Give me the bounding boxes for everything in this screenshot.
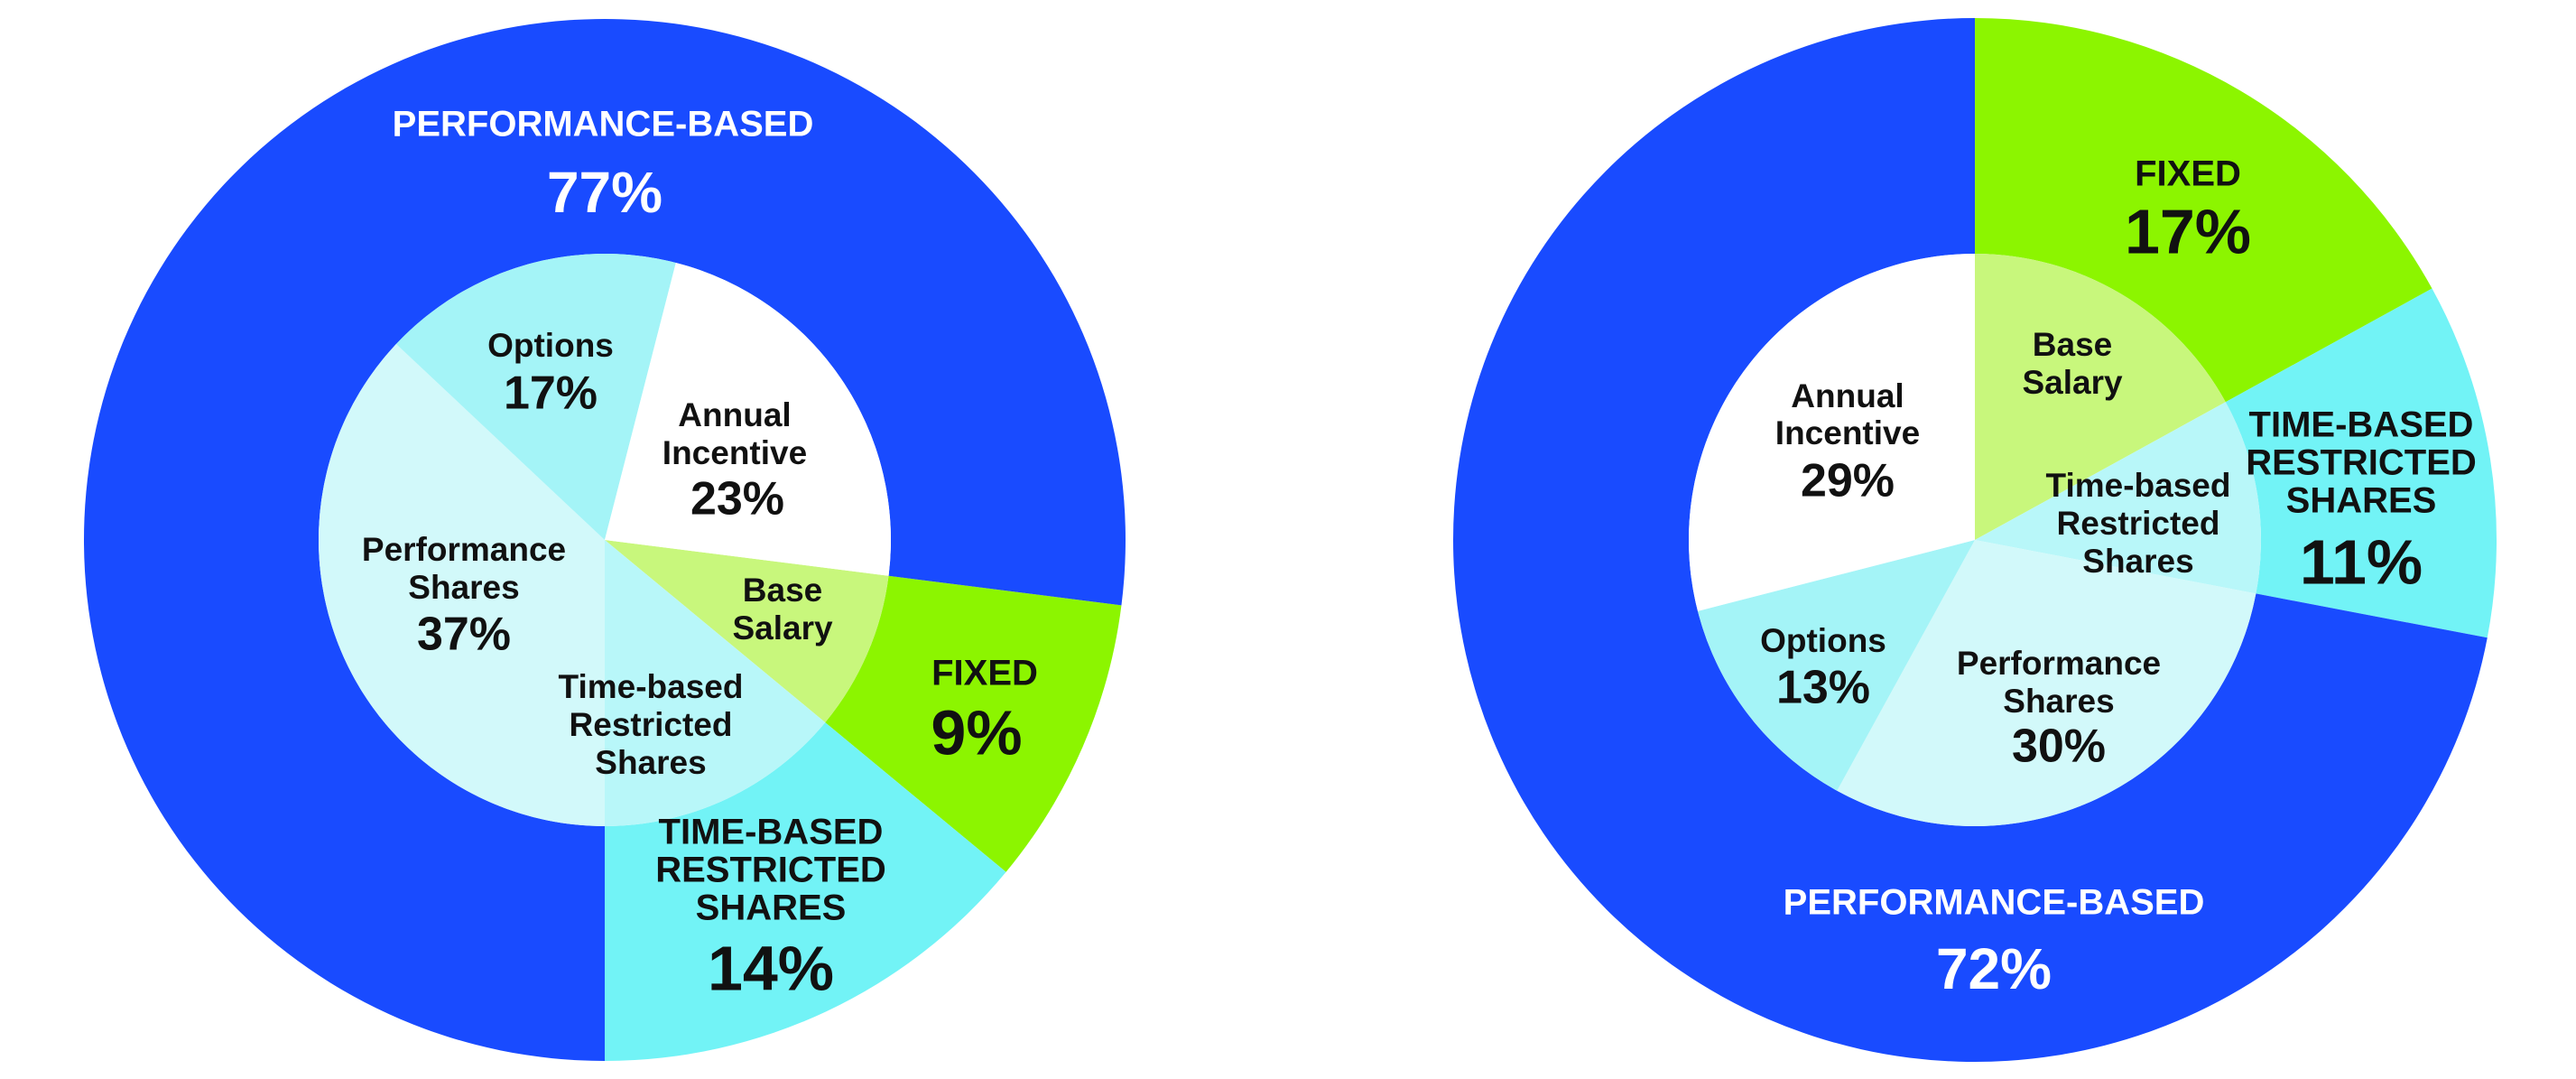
left-inner-label-time-based-restricted-shares: Time-based (559, 668, 744, 705)
left-inner-value-options: 17% (504, 367, 598, 420)
left-inner-label-annual-incentive: Annual (678, 396, 791, 433)
left-outer-label-time-based-restricted-shares: RESTRICTED (655, 851, 886, 890)
right-outer-label-time-based-restricted-shares: RESTRICTED (2246, 443, 2477, 483)
right-inner-label-annual-incentive: Incentive (1775, 414, 1920, 451)
left-outer-slice-performance-based (84, 18, 1126, 1062)
left-outer-label-fixed: FIXED (931, 654, 1038, 693)
right-inner-label-performance-shares: Shares (2003, 683, 2114, 720)
left-inner-slice-options (395, 254, 676, 540)
left-outer-value-time-based-restricted-shares: 14% (708, 933, 834, 1003)
left-inner-value-annual-incentive: 23% (690, 473, 784, 526)
right-inner-label-annual-incentive: Annual (1791, 377, 1904, 414)
right-inner-slice-base-salary (1975, 254, 2226, 540)
right-outer-label-time-based-restricted-shares: SHARES (2286, 481, 2437, 521)
left-inner-label-performance-shares: Performance (362, 531, 566, 568)
right-inner-label-base-salary: Salary (2022, 364, 2123, 401)
left-inner-slice-annual-incentive (605, 262, 891, 576)
left-inner-label-time-based-restricted-shares: Restricted (570, 706, 733, 743)
left-inner-slice-base-salary (605, 540, 889, 723)
left-inner-slice-performance-shares (319, 343, 605, 827)
right-inner-label-time-based-restricted-shares: Time-based (2046, 467, 2231, 504)
right-inner-value-performance-shares: 30% (2012, 721, 2106, 773)
left-outer-label-performance-based: PERFORMANCE-BASED (393, 105, 814, 144)
right-inner-label-time-based-restricted-shares: Shares (2082, 543, 2193, 580)
left-outer-label-time-based-restricted-shares: SHARES (696, 888, 847, 928)
right-outer-label-time-based-restricted-shares: TIME-BASED (2249, 405, 2474, 445)
left-inner-label-options: Options (487, 327, 614, 364)
right-inner-label-time-based-restricted-shares: Restricted (2057, 505, 2220, 542)
left-inner-label-base-salary: Salary (732, 609, 833, 646)
right-outer-slice-time-based-restricted-shares (2225, 288, 2497, 638)
left-inner-label-annual-incentive: Incentive (663, 434, 807, 471)
left-inner-slice-time-based-restricted-shares (605, 540, 826, 826)
left-outer-value-fixed: 9% (931, 697, 1022, 767)
right-inner-slice-time-based-restricted-shares (1975, 402, 2261, 594)
right-outer-slice-fixed (1975, 18, 2432, 403)
right-outer-value-fixed: 17% (2125, 196, 2251, 266)
right-outer-value-time-based-restricted-shares: 11% (2300, 526, 2423, 597)
right-outer-label-fixed: FIXED (2135, 154, 2241, 194)
right-outer-label-performance-based: PERFORMANCE-BASED (1784, 883, 2205, 923)
left-inner-value-performance-shares: 37% (417, 609, 511, 661)
right-outer-slice-performance-based (1452, 18, 2488, 1062)
right-inner-slice-annual-incentive (1689, 254, 1975, 611)
left-inner-label-time-based-restricted-shares: Shares (595, 744, 706, 781)
left-inner-label-performance-shares: Shares (408, 569, 519, 606)
left-outer-slice-time-based-restricted-shares (605, 722, 1006, 1061)
left-outer-slice-fixed (825, 575, 1122, 872)
right-inner-value-annual-incentive: 29% (1801, 455, 1895, 507)
right-inner-label-options: Options (1760, 622, 1886, 659)
right-inner-label-base-salary: Base (2033, 326, 2112, 363)
right-inner-slice-options (1697, 540, 1975, 791)
right-outer-value-performance-based: 72% (1936, 936, 2052, 1001)
right-inner-value-options: 13% (1776, 662, 1870, 714)
left-outer-label-time-based-restricted-shares: TIME-BASED (659, 813, 884, 852)
left-outer-value-performance-based: 77% (547, 160, 663, 225)
right-inner-label-performance-shares: Performance (1957, 645, 2161, 682)
right-inner-slice-performance-shares (1837, 540, 2256, 826)
left-inner-label-base-salary: Base (743, 572, 822, 609)
